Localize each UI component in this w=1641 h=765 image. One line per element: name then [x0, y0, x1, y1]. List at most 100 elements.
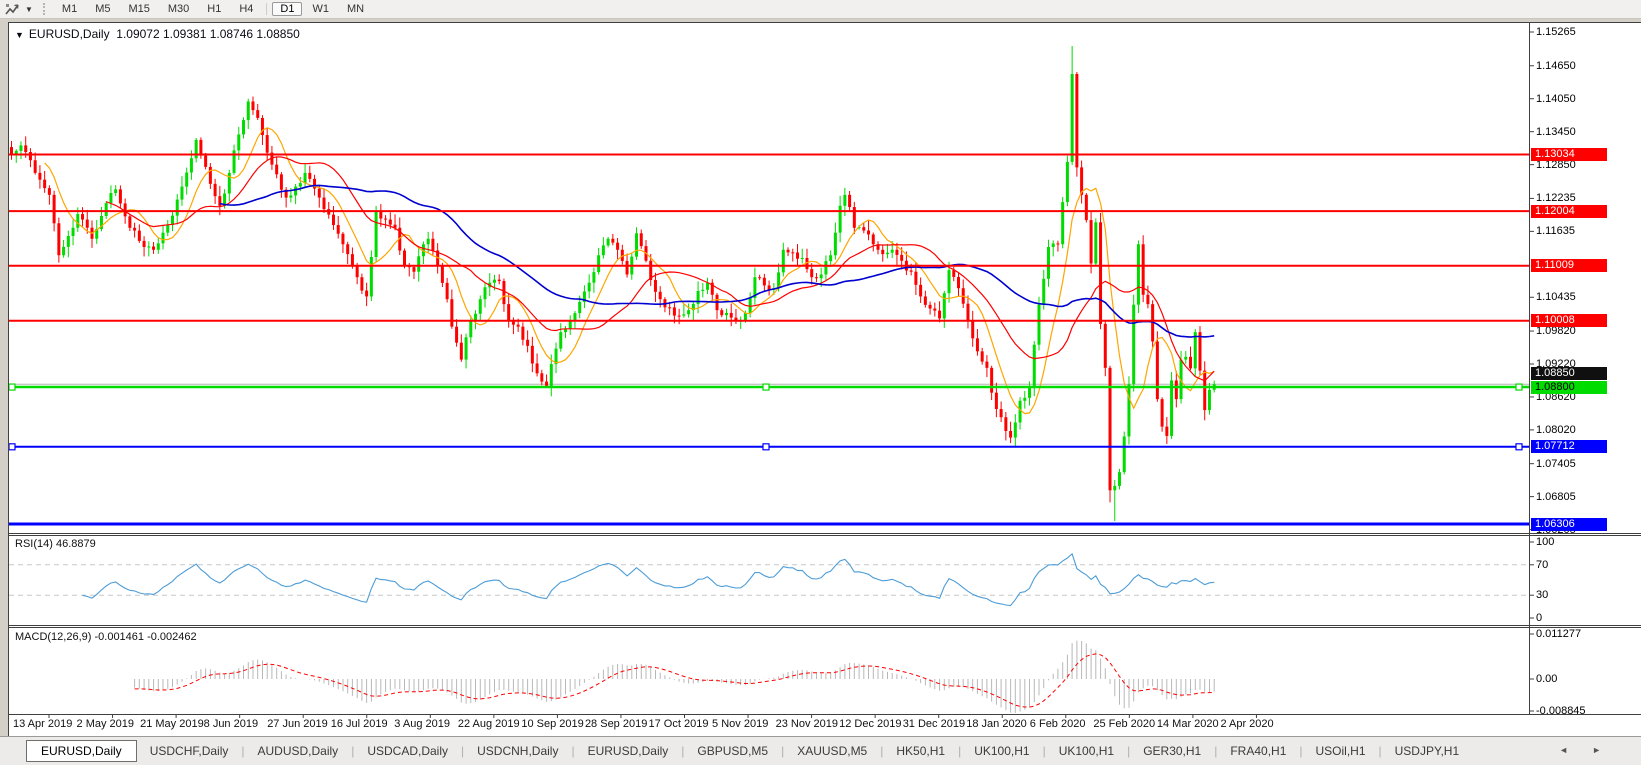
tab-usdcnh-daily[interactable]: USDCNH,Daily: [477, 744, 559, 758]
tab-audusd-daily[interactable]: AUDUSD,Daily: [257, 744, 339, 758]
dropdown-caret-icon[interactable]: ▼: [25, 4, 33, 14]
date-label: 18 Jan 2020: [966, 718, 1027, 730]
hline-handle[interactable]: [9, 383, 16, 391]
hline-price-label: 1.12004: [1531, 204, 1607, 218]
tab-separator: |: [1214, 744, 1218, 758]
timeframe-button-mn[interactable]: MN: [346, 3, 365, 15]
macd-current-values: -0.001461 -0.002462: [94, 631, 197, 643]
rsi-tick-label: 0: [1536, 612, 1543, 624]
hline-price-label: 1.08800: [1531, 380, 1607, 394]
price-tick-label: 1.07405: [1536, 457, 1576, 470]
price-tick-label: 1.11635: [1536, 225, 1575, 238]
tab-separator: |: [241, 744, 245, 758]
tab-separator: |: [958, 744, 962, 758]
date-label: 2 May 2019: [76, 718, 135, 730]
tab-usdcad-daily[interactable]: USDCAD,Daily: [367, 744, 448, 758]
tab-usdjpy-h1[interactable]: USDJPY,H1: [1394, 744, 1460, 758]
timeframe-buttons: M1 M5 M15 M30 H1 H4 D1 W1 MN: [53, 2, 373, 16]
tab-usoil-h1[interactable]: USOil,H1: [1315, 744, 1366, 758]
chart-canvas[interactable]: [9, 23, 1641, 736]
price-tick-label: 1.09220: [1536, 357, 1576, 370]
timeframe-button-m1[interactable]: M1: [61, 3, 78, 15]
hline-handle[interactable]: [762, 383, 770, 391]
price-tick-label: 1.14050: [1536, 92, 1576, 105]
bid-price-label: 1.08850: [1531, 367, 1607, 381]
tab-uk100-h1[interactable]: UK100,H1: [974, 744, 1030, 758]
tab-separator: |: [1042, 744, 1046, 758]
chart-symbol-label: EURUSD,Daily: [28, 27, 110, 41]
rsi-indicator-label: RSI(14) 46.8879: [15, 538, 96, 550]
moving-average-21: [105, 156, 1215, 382]
date-label: 12 Dec 2019: [839, 718, 902, 730]
moving-average-8: [44, 127, 1215, 415]
hline-price-label: 1.10008: [1531, 314, 1607, 328]
date-label: 8 Jun 2019: [203, 718, 259, 730]
price-tick-label: 1.06805: [1536, 490, 1576, 503]
hline-handle[interactable]: [762, 443, 770, 451]
date-label: 3 Aug 2019: [394, 718, 450, 730]
tab-separator: |: [880, 744, 884, 758]
tab-separator: |: [781, 744, 785, 758]
tab-uk100-h1[interactable]: UK100,H1: [1058, 744, 1115, 758]
hline-price-label: 1.11009: [1531, 259, 1607, 273]
price-tick-label: 1.08020: [1536, 423, 1576, 436]
timeframe-button-h1[interactable]: H1: [207, 3, 222, 15]
tab-eurusd-daily[interactable]: EURUSD,Daily: [587, 744, 669, 758]
timeframe-button-d1[interactable]: D1: [272, 2, 303, 16]
timeframe-button-m15[interactable]: M15: [128, 3, 150, 15]
macd-tick-label: -0.008845: [1536, 705, 1586, 717]
tab-gbpusd-m5[interactable]: GBPUSD,M5: [697, 744, 769, 758]
rsi-tick-label: 30: [1536, 589, 1549, 602]
macd-histogram: [134, 640, 1215, 713]
timeframe-button-m30[interactable]: M30: [167, 3, 190, 15]
tab-separator: |: [351, 744, 355, 758]
hline-price-label: 1.13034: [1531, 148, 1607, 162]
date-label: 27 Jun 2019: [267, 718, 328, 730]
date-label: 22 Aug 2019: [457, 718, 520, 730]
date-label: 2 Apr 2020: [1220, 718, 1274, 730]
tab-separator: |: [1378, 744, 1382, 758]
tab-separator: |: [461, 744, 465, 758]
tab-eurusd-daily[interactable]: EURUSD,Daily: [26, 740, 137, 762]
chart-dropdown-icon[interactable]: ▼: [15, 30, 24, 40]
price-tick-label: 1.10435: [1536, 291, 1576, 304]
chart-title: ▼ EURUSD,Daily 1.09072 1.09381 1.08746 1.…: [15, 27, 300, 41]
date-label: 6 Feb 2020: [1029, 718, 1086, 730]
hline-handle[interactable]: [1515, 383, 1523, 391]
chart-tab-bar: EURUSD,Daily USDCHF,Daily | AUDUSD,Daily | US…: [0, 736, 1641, 765]
timeframe-button-h4[interactable]: H4: [239, 3, 254, 15]
zigzag-indicator-icon[interactable]: [4, 2, 21, 17]
tab-xauusd-m5[interactable]: XAUUSD,M5: [797, 744, 868, 758]
tab-separator: |: [681, 744, 685, 758]
date-label: 28 Sep 2019: [584, 718, 648, 730]
date-label: 25 Feb 2020: [1093, 718, 1156, 730]
hline-handle[interactable]: [1515, 443, 1523, 451]
macd-tick-label: 0.011277: [1536, 628, 1582, 640]
hline-handle[interactable]: [9, 443, 16, 451]
date-label: 31 Dec 2019: [902, 718, 966, 730]
tab-fra40-h1[interactable]: FRA40,H1: [1230, 744, 1287, 758]
date-label: 23 Nov 2019: [775, 718, 838, 730]
chart-ohlc-values: 1.09072 1.09381 1.08746 1.08850: [116, 27, 300, 41]
price-tick-label: 1.08620: [1536, 390, 1576, 403]
macd-signal-line: [134, 653, 1215, 708]
date-label: 16 Jul 2019: [330, 718, 388, 730]
rsi-tick-label: 100: [1536, 536, 1555, 548]
hline-price-label: 1.07712: [1531, 440, 1607, 454]
macd-indicator-label: MACD(12,26,9) -0.001461 -0.002462: [15, 631, 197, 643]
moving-average-45: [219, 184, 1215, 338]
price-tick-label: 1.09820: [1536, 325, 1576, 338]
toolbar-grip[interactable]: [42, 3, 45, 15]
tab-separator: |: [1127, 744, 1131, 758]
tab-hk50-h1[interactable]: HK50,H1: [896, 744, 946, 758]
timeframe-button-m5[interactable]: M5: [95, 3, 111, 15]
timeframe-button-w1[interactable]: W1: [312, 3, 329, 15]
hline-price-label: 1.06306: [1531, 517, 1607, 531]
tab-scroll-arrows[interactable]: ◄►: [1559, 745, 1625, 755]
price-tick-label: 1.14650: [1536, 59, 1576, 72]
tab-scroll-right-icon: ►: [1592, 745, 1625, 755]
tab-usdchf-daily[interactable]: USDCHF,Daily: [149, 744, 229, 758]
price-tick-label: 1.15265: [1536, 26, 1576, 38]
tab-separator: |: [571, 744, 575, 758]
tab-ger30-h1[interactable]: GER30,H1: [1143, 744, 1202, 758]
